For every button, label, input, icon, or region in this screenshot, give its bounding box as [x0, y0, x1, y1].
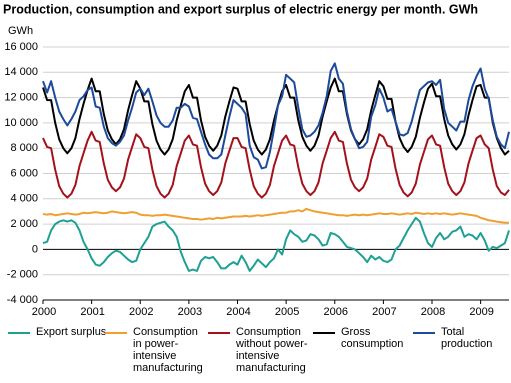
y-tick-label: -2 000: [7, 269, 38, 281]
series-line: [42, 62, 510, 170]
legend-label: Gross consumption: [341, 326, 404, 350]
legend-label: Consumption in power-intensive manufactu…: [133, 326, 203, 374]
x-tick-label: 2008: [421, 306, 445, 318]
y-tick-label: 2 000: [10, 218, 38, 230]
x-tick-label: 2009: [469, 306, 493, 318]
legend-swatch: [208, 332, 230, 334]
x-tick-label: 2006: [324, 306, 348, 318]
legend-swatch: [8, 332, 30, 334]
y-tick-label: 16 000: [4, 41, 38, 53]
y-tick-label: 10 000: [4, 117, 38, 129]
y-tick-label: 6 000: [10, 167, 38, 179]
legend-swatch: [105, 332, 127, 334]
chart-title: Production, consumption and export surpl…: [3, 2, 478, 16]
legend: Export surplus Consumption in power-inten…: [0, 326, 511, 383]
legend-label: Consumption without power-intensive manu…: [236, 326, 308, 374]
x-tick-label: 2004: [226, 306, 250, 318]
series-line: [42, 207, 509, 224]
y-tick-label: 14 000: [4, 66, 38, 78]
y-axis-label: GWh: [8, 25, 33, 37]
legend-swatch: [413, 332, 435, 334]
series-line: [42, 130, 510, 199]
x-tick-label: 2007: [372, 306, 396, 318]
y-tick-label: 8 000: [10, 142, 38, 154]
x-tick-label: 2001: [80, 306, 104, 318]
series-line: [42, 216, 510, 272]
y-tick-label: 0: [32, 243, 38, 255]
y-tick-label: 12 000: [4, 92, 38, 104]
y-tick-label: -4 000: [7, 294, 38, 306]
x-tick-label: 2005: [275, 306, 299, 318]
legend-label: Total production: [441, 326, 493, 350]
legend-label: Export surplus: [36, 326, 107, 338]
x-tick-label: 2003: [178, 306, 202, 318]
y-tick-label: 4 000: [10, 193, 38, 205]
x-tick-label: 2002: [129, 306, 153, 318]
x-tick-label: 2000: [32, 306, 56, 318]
chart: Production, consumption and export surpl…: [3, 2, 510, 318]
legend-swatch: [313, 332, 335, 334]
